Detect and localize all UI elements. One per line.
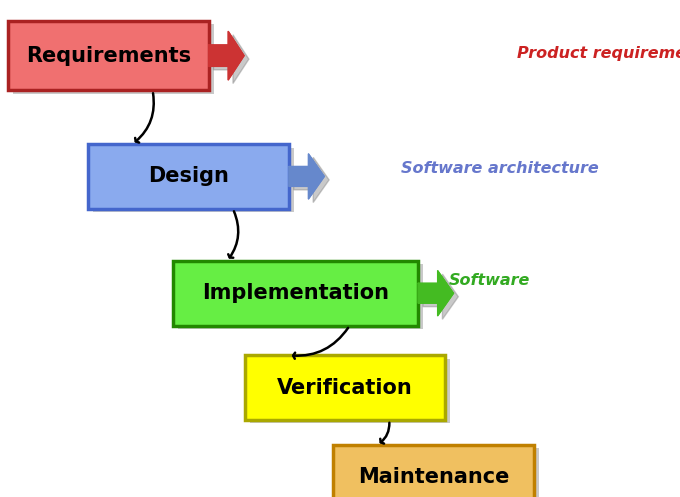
Text: Software: Software: [449, 273, 530, 288]
Polygon shape: [214, 35, 249, 83]
Polygon shape: [289, 154, 324, 199]
FancyBboxPatch shape: [245, 355, 445, 420]
FancyBboxPatch shape: [250, 359, 450, 423]
Polygon shape: [423, 274, 458, 320]
Polygon shape: [418, 270, 454, 316]
FancyBboxPatch shape: [178, 264, 423, 329]
FancyBboxPatch shape: [333, 445, 534, 497]
Polygon shape: [294, 157, 329, 202]
Text: Maintenance: Maintenance: [358, 467, 509, 487]
FancyBboxPatch shape: [173, 261, 418, 326]
Text: Requirements: Requirements: [26, 46, 191, 66]
Text: Product requirements document: Product requirements document: [517, 46, 680, 61]
FancyBboxPatch shape: [88, 144, 289, 209]
Polygon shape: [209, 31, 244, 80]
Text: Implementation: Implementation: [203, 283, 389, 303]
Text: Verification: Verification: [277, 378, 413, 398]
Text: Software architecture: Software architecture: [401, 162, 599, 176]
FancyBboxPatch shape: [93, 148, 294, 212]
FancyBboxPatch shape: [13, 24, 214, 94]
FancyBboxPatch shape: [338, 448, 539, 497]
Text: Design: Design: [148, 166, 229, 186]
FancyBboxPatch shape: [8, 21, 209, 90]
